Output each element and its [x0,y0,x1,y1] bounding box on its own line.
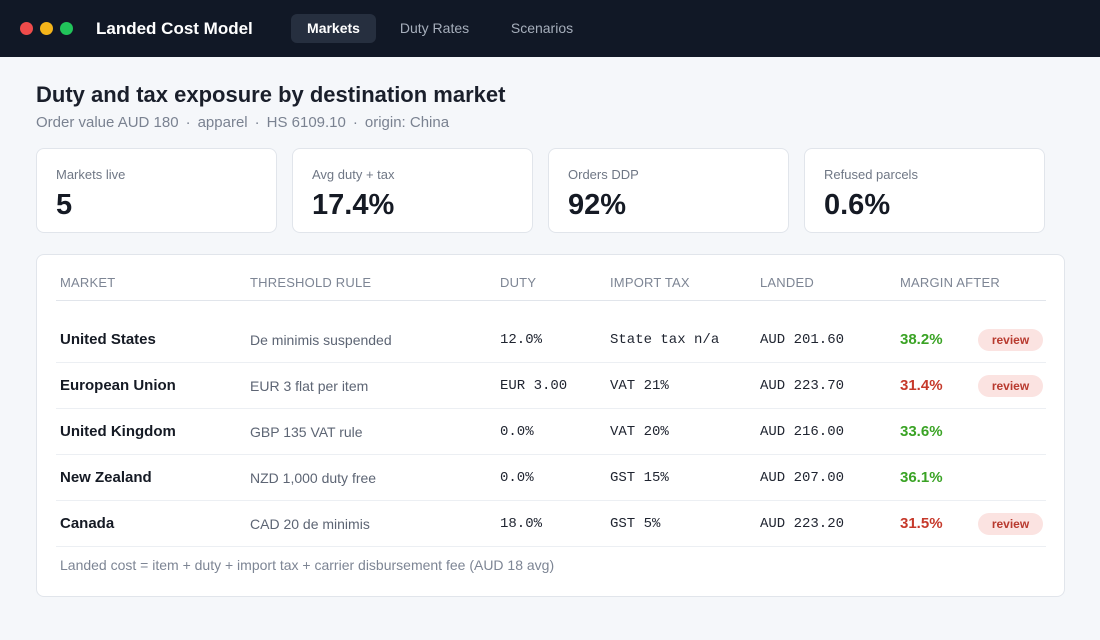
table-row[interactable]: New Zealand NZD 1,000 duty free 0.0% GST… [56,455,1046,501]
threshold-rule: NZD 1,000 duty free [250,470,377,486]
header-divider [56,300,1046,301]
market-name: United Kingdom [60,423,176,440]
page-title: Duty and tax exposure by destination mar… [36,82,506,107]
duty-value: 0.0% [500,424,534,440]
kpi-value: 5 [56,189,73,221]
column-header-threshold-rule[interactable]: THRESHOLD RULE [250,275,372,290]
tab-scenarios[interactable]: Scenarios [510,20,574,36]
category-text: apparel [197,114,248,131]
import-tax-value: VAT 21% [610,378,669,394]
hs-code-text: HS 6109.10 [266,114,346,131]
import-tax-value: State tax n/a [610,332,720,348]
margin-value: 33.6% [900,423,943,440]
title-bar: Landed Cost Model Markets Duty Rates Sce… [0,0,1100,57]
minimize-window-icon[interactable] [40,22,53,35]
threshold-rule: EUR 3 flat per item [250,378,369,394]
margin-value: 31.5% [900,515,943,532]
landed-cost-value: AUD 223.70 [760,378,845,394]
table-row[interactable]: United States De minimis suspended 12.0%… [56,317,1046,363]
duty-value: EUR 3.00 [500,378,568,394]
landed-cost-value: AUD 223.20 [760,516,845,532]
table-footnote: Landed cost = item + duty + import tax +… [60,557,555,573]
kpi-value: 92% [568,189,627,221]
kpi-card-markets-live: Markets live 5 [36,148,277,233]
close-window-icon[interactable] [20,22,33,35]
kpi-label: Refused parcels [824,167,918,182]
separator-dot: · [254,114,260,131]
table-row[interactable]: European Union EUR 3 flat per item EUR 3… [56,363,1046,409]
kpi-label: Markets live [56,167,126,182]
kpi-value: 17.4% [312,189,395,221]
markets-table: MARKET THRESHOLD RULE DUTY IMPORT TAX LA… [36,254,1065,597]
review-badge[interactable]: review [978,513,1043,535]
margin-value: 38.2% [900,331,943,348]
order-value-text: Order value AUD 180 [36,114,179,131]
tab-markets[interactable]: Markets [291,14,376,43]
landed-cost-value: AUD 207.00 [760,470,845,486]
separator-dot: · [185,114,191,131]
maximize-window-icon[interactable] [60,22,73,35]
tab-duty-rates[interactable]: Duty Rates [399,20,470,36]
kpi-card-avg-duty-tax: Avg duty + tax 17.4% [292,148,533,233]
market-name: Canada [60,515,115,532]
page-subtitle: Order value AUD 180 · apparel · HS 6109.10 · o… [36,114,449,131]
duty-value: 12.0% [500,332,543,348]
margin-value: 31.4% [900,377,943,394]
kpi-card-refused-parcels: Refused parcels 0.6% [804,148,1045,233]
app-title: Landed Cost Model [96,19,253,38]
landed-cost-value: AUD 201.60 [760,332,845,348]
table-row[interactable]: Canada CAD 20 de minimis 18.0% GST 5% AU… [56,501,1046,547]
table-row[interactable]: United Kingdom GBP 135 VAT rule 0.0% VAT… [56,409,1046,455]
column-header-import-tax[interactable]: IMPORT TAX [610,275,690,290]
kpi-card-orders-ddp: Orders DDP 92% [548,148,789,233]
market-name: European Union [60,377,176,394]
column-header-margin-after[interactable]: MARGIN AFTER [900,275,1000,290]
review-badge[interactable]: review [978,375,1043,397]
threshold-rule: CAD 20 de minimis [250,516,370,532]
market-name: New Zealand [60,469,152,486]
kpi-label: Orders DDP [568,167,639,182]
column-header-market[interactable]: MARKET [60,275,116,290]
column-header-landed[interactable]: LANDED [760,275,814,290]
origin-text: origin: China [364,114,450,131]
column-header-duty[interactable]: DUTY [500,275,537,290]
landed-cost-value: AUD 216.00 [760,424,845,440]
import-tax-value: GST 15% [610,470,669,486]
import-tax-value: VAT 20% [610,424,669,440]
kpi-value: 0.6% [824,189,891,221]
separator-dot: · [352,114,358,131]
review-badge[interactable]: review [978,329,1043,351]
margin-value: 36.1% [900,469,943,486]
import-tax-value: GST 5% [610,516,661,532]
kpi-label: Avg duty + tax [312,167,395,182]
duty-value: 0.0% [500,470,534,486]
market-name: United States [60,331,156,348]
threshold-rule: De minimis suspended [250,332,392,348]
threshold-rule: GBP 135 VAT rule [250,424,363,440]
duty-value: 18.0% [500,516,543,532]
